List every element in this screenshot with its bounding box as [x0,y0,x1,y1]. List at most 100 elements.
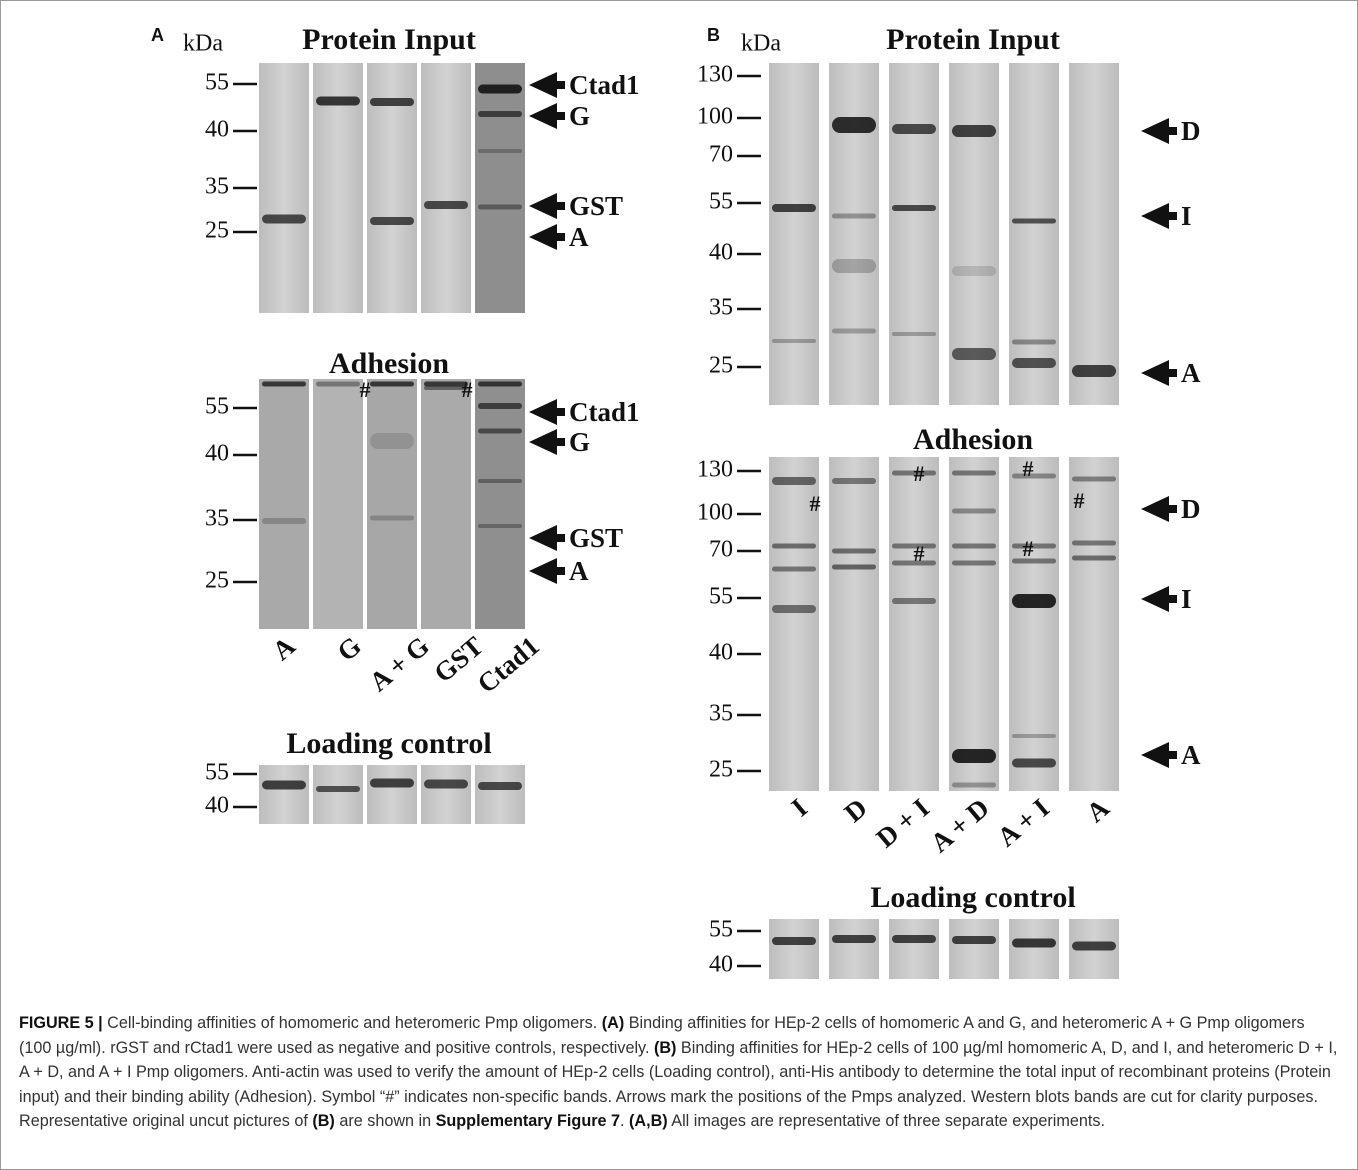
lane-label: G [331,631,366,667]
marker-label: 70 [709,142,733,168]
arrow-label: I [1181,584,1192,614]
blot-lane [475,765,525,824]
band [1072,942,1116,951]
band [832,329,876,334]
marker-label: 40 [709,640,733,666]
marker-label: 35 [709,295,733,321]
band [1012,544,1056,549]
panel-letter: A [151,25,164,45]
blot-lane [421,765,471,824]
arrow [529,103,565,129]
arrow-label: D [1181,116,1201,146]
band [772,477,816,485]
band [772,605,816,613]
blot-lane [1009,63,1059,405]
band [316,786,360,792]
band [1012,219,1056,224]
blot-title: Protein Input [886,23,1060,56]
marker-label: 25 [205,568,229,594]
blot-lane [475,63,525,313]
blot-title: Protein Input [302,23,476,56]
band [316,382,360,387]
caption-run: (B) [654,1039,676,1057]
arrow [529,193,565,219]
figure: AkDaProtein Input55403525Ctad1GGSTAAdhes… [0,0,1358,1170]
blot-lane [829,457,879,791]
nonspecific-mark: # [914,461,925,486]
blot-lane [889,63,939,405]
band [316,97,360,106]
marker-label: 40 [205,117,229,143]
lane-label: I [786,793,813,823]
lane-label: A [267,630,302,666]
band [1072,556,1116,561]
band [262,781,306,790]
band [370,433,414,449]
marker-label: 40 [709,952,733,978]
band [772,544,816,549]
blot-lane [829,63,879,405]
arrow [529,525,565,551]
caption-run: are shown in [335,1112,436,1130]
marker-label: 55 [205,70,229,96]
caption-run: All images are representative of three s… [668,1112,1105,1130]
arrow [1141,496,1177,522]
arrow-label: Ctad1 [569,397,640,427]
band [478,382,522,387]
marker-label: 25 [709,757,733,783]
marker-label: 55 [709,189,733,215]
nonspecific-mark: # [360,377,371,402]
band [1072,477,1116,482]
lane-label: A + G [364,631,435,698]
arrow-label: A [569,556,589,586]
nonspecific-mark: # [462,377,473,402]
panel-letter: B [707,25,720,45]
arrow-label: GST [569,523,623,553]
arrow [1141,203,1177,229]
arrow [529,399,565,425]
blot-lane [367,379,417,629]
blot-lane [769,63,819,405]
band [478,205,522,210]
band [772,567,816,572]
band [424,201,468,209]
nonspecific-mark: # [914,541,925,566]
arrow-label: Ctad1 [569,70,640,100]
band [1012,559,1056,564]
marker-label: 40 [205,793,229,819]
band [952,509,996,514]
band [262,382,306,387]
arrow [529,224,565,250]
band [832,549,876,554]
blot-lane [889,457,939,791]
blot-title: Adhesion [329,347,449,380]
blot-lane [313,765,363,824]
marker-label: 55 [709,917,733,943]
lane-label: Ctad1 [472,631,545,699]
marker-label: 25 [709,353,733,379]
band [952,471,996,476]
band [370,382,414,387]
band [952,561,996,566]
band [832,259,876,273]
blot-title: Adhesion [913,423,1033,456]
band [370,217,414,225]
lane-label: D [839,793,873,829]
band [772,204,816,212]
caption-run: (A) [602,1014,624,1032]
band [952,125,996,137]
band [370,98,414,106]
kda-label: kDa [741,31,781,57]
band [478,149,522,153]
band [262,215,306,224]
band [952,749,996,763]
band [832,117,876,133]
kda-label: kDa [183,31,223,57]
band [892,332,936,336]
band [1012,358,1056,368]
blot-lane [421,63,471,313]
band [478,403,522,409]
marker-label: 70 [709,537,733,563]
blot-lane [475,379,525,629]
nonspecific-mark: # [1023,456,1034,481]
